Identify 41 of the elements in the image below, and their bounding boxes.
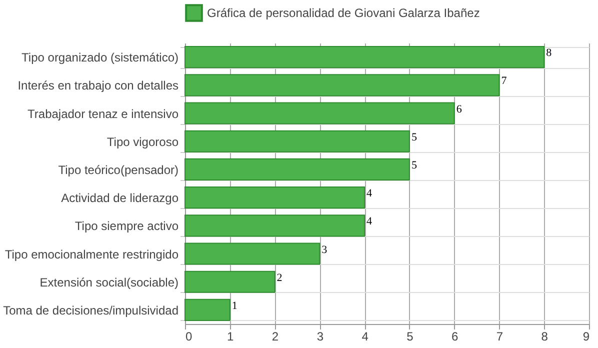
x-tick-label: 5 (406, 330, 414, 344)
y-tick-label: Tipo emocionalmente restringido (4, 247, 179, 262)
data-label: 5 (411, 131, 418, 144)
x-tick-label: 3 (316, 330, 324, 344)
bar (184, 270, 276, 293)
data-label: 5 (411, 159, 418, 172)
y-tick-label: Toma de decisiones/impulsividad (3, 303, 178, 318)
data-label: 3 (322, 244, 328, 256)
bar (184, 102, 455, 124)
x-tick-label: 7 (496, 330, 504, 344)
bar (184, 46, 545, 68)
x-tick-label: 0 (186, 330, 192, 344)
bar (184, 74, 500, 96)
x-tick-label: 1 (227, 330, 234, 344)
bar (184, 242, 320, 265)
data-label: 6 (456, 103, 462, 116)
x-tick-label: 4 (362, 330, 369, 344)
y-tick-label: Tipo vigoroso (106, 134, 179, 149)
bar (184, 298, 230, 321)
x-tick-label: 2 (272, 330, 279, 344)
data-label: 2 (276, 272, 282, 284)
bar (184, 186, 366, 209)
x-tick-label: 9 (582, 330, 590, 344)
data-label: 8 (546, 47, 552, 60)
y-tick-label: Interés en trabajo con detalles (18, 78, 178, 93)
data-label: 4 (366, 216, 373, 228)
y-tick-label: Actividad de liderazgo (61, 191, 179, 206)
y-tick-label: Extensión social(sociable) (40, 275, 178, 290)
x-tick-label: 8 (541, 330, 548, 344)
bar (184, 130, 410, 152)
data-label: 1 (232, 300, 238, 312)
x-tick-label: 6 (451, 330, 458, 344)
legend-label: Gráfica de personalidad de Giovani Galarza Ibañez (207, 6, 480, 20)
y-tick-label: Tipo organizado (sistemático) (22, 50, 178, 65)
y-tick-label: Tipo siempre activo (74, 219, 179, 234)
bar (184, 214, 366, 237)
y-tick-label: Tipo teórico(pensador) (58, 162, 179, 177)
data-label: 7 (501, 75, 508, 88)
data-label: 4 (366, 188, 373, 200)
y-tick-label: Trabajador tenaz e intensivo (28, 106, 179, 121)
bar (184, 158, 410, 180)
